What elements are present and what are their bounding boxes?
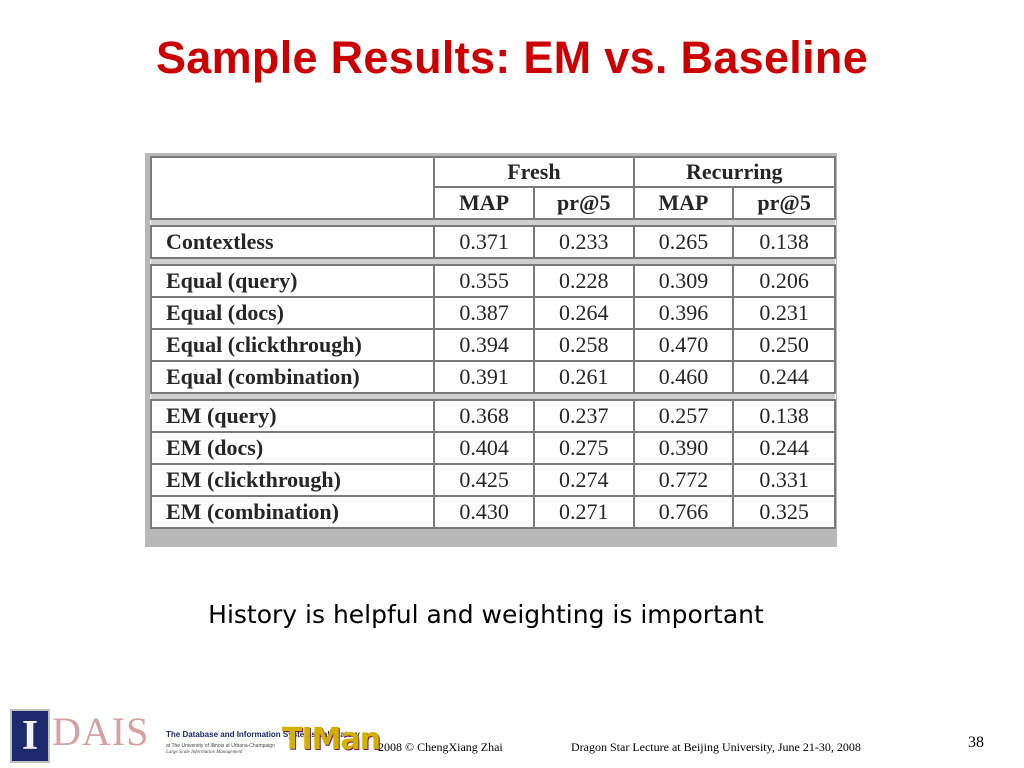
table-cell: 0.206	[732, 264, 836, 298]
table-row: EM (clickthrough) 0.425 0.274 0.772 0.331	[149, 463, 836, 497]
table-cell: 0.430	[433, 495, 535, 529]
table-cell: 0.274	[532, 463, 635, 497]
results-table: Fresh Recurring MAP pr@5 MAP pr@5 Contex…	[149, 156, 837, 529]
table-cell: 0.391	[433, 360, 535, 394]
illinois-logo: I	[10, 709, 50, 763]
dais-lab-name: The Database and Information Systems Lab…	[166, 730, 360, 739]
table-row: Equal (query) 0.355 0.228 0.309 0.206	[149, 264, 836, 298]
table-cell: 0.237	[532, 399, 635, 433]
results-table-frame: Fresh Recurring MAP pr@5 MAP pr@5 Contex…	[145, 153, 837, 547]
table-cell: 0.331	[732, 463, 836, 497]
row-label: EM (query)	[149, 399, 436, 433]
table-cell: 0.261	[532, 360, 635, 394]
row-label: EM (combination)	[149, 495, 436, 529]
metric-header: pr@5	[732, 186, 836, 220]
slide-footer: I DAIS The Database and Information Syst…	[0, 700, 1024, 768]
metric-header: MAP	[632, 186, 735, 220]
table-group-separator	[151, 392, 835, 401]
row-label: EM (docs)	[149, 431, 436, 465]
table-metric-header-row: MAP pr@5 MAP pr@5	[151, 186, 836, 220]
table-cell: 0.325	[732, 495, 836, 529]
table-cell: 0.228	[532, 264, 635, 298]
slide-title: Sample Results: EM vs. Baseline	[155, 32, 869, 83]
table-cell: 0.244	[732, 431, 836, 465]
table-cell: 0.138	[732, 225, 836, 259]
table-cell: 0.233	[532, 225, 635, 259]
table-row: Equal (clickthrough) 0.394 0.258 0.470 0.250	[149, 328, 836, 362]
table-cell: 0.258	[532, 328, 635, 362]
row-label: Contextless	[149, 225, 436, 259]
table-cell: 0.470	[632, 328, 735, 362]
group-header-recurring: Recurring	[632, 156, 837, 188]
page-number: 38	[968, 734, 984, 751]
table-row: Equal (combination) 0.391 0.261 0.460 0.244	[149, 360, 836, 394]
slide-caption: History is helpful and weighting is impo…	[208, 600, 764, 629]
table-row: EM (query) 0.368 0.237 0.257 0.138	[149, 399, 836, 433]
row-label: Equal (clickthrough)	[149, 328, 436, 362]
table-cell: 0.271	[532, 495, 635, 529]
table-cell: 0.265	[632, 225, 735, 259]
metric-header: pr@5	[532, 186, 635, 220]
table-cell: 0.394	[433, 328, 535, 362]
row-label: Equal (query)	[149, 264, 436, 298]
dais-lab-tagline: Large Scale Information Management	[166, 750, 243, 755]
table-cell: 0.244	[732, 360, 836, 394]
table-cell: 0.138	[732, 399, 836, 433]
table-row: Equal (docs) 0.387 0.264 0.396 0.231	[149, 296, 836, 330]
table-group-separator	[151, 257, 835, 266]
row-label: EM (clickthrough)	[149, 463, 436, 497]
table-cell: 0.309	[632, 264, 735, 298]
table-cell: 0.250	[732, 328, 836, 362]
footer-copyright: 2008 © ChengXiang Zhai	[378, 740, 503, 754]
table-cell: 0.396	[632, 296, 735, 330]
table-cell: 0.355	[433, 264, 535, 298]
row-label: Equal (combination)	[149, 360, 436, 394]
metric-header: MAP	[433, 186, 535, 220]
table-cell: 0.371	[433, 225, 535, 259]
table-cell: 0.766	[632, 495, 735, 529]
table-cell: 0.257	[632, 399, 735, 433]
table-cell: 0.275	[532, 431, 635, 465]
table-cell: 0.368	[433, 399, 535, 433]
table-group-separator	[151, 218, 835, 227]
footer-lecture: Dragon Star Lecture at Beijing Universit…	[571, 740, 861, 754]
table-cell: 0.264	[532, 296, 635, 330]
table-cell: 0.404	[433, 431, 535, 465]
table-cell: 0.231	[732, 296, 836, 330]
table-row: Contextless 0.371 0.233 0.265 0.138	[149, 225, 836, 259]
table-cell: 0.390	[632, 431, 735, 465]
table-body: Contextless 0.371 0.233 0.265 0.138 Equal (qu…	[149, 218, 836, 529]
row-label: Equal (docs)	[149, 296, 436, 330]
group-header-fresh: Fresh	[433, 156, 635, 188]
table-cell: 0.425	[433, 463, 535, 497]
table-cell: 0.387	[433, 296, 535, 330]
table-cell: 0.772	[632, 463, 735, 497]
table-corner-cell	[149, 156, 436, 220]
dais-lab-affiliation: at The University of Illinois at Urbana-…	[166, 743, 275, 749]
table-group-header-row: Fresh Recurring	[149, 156, 837, 220]
table-row: EM (docs) 0.404 0.275 0.390 0.244	[149, 431, 836, 465]
timan-logo: TIMan	[282, 722, 381, 757]
dais-logo: DAIS	[52, 709, 150, 754]
table-row: EM (combination) 0.430 0.271 0.766 0.325	[149, 495, 836, 529]
table-cell: 0.460	[632, 360, 735, 394]
